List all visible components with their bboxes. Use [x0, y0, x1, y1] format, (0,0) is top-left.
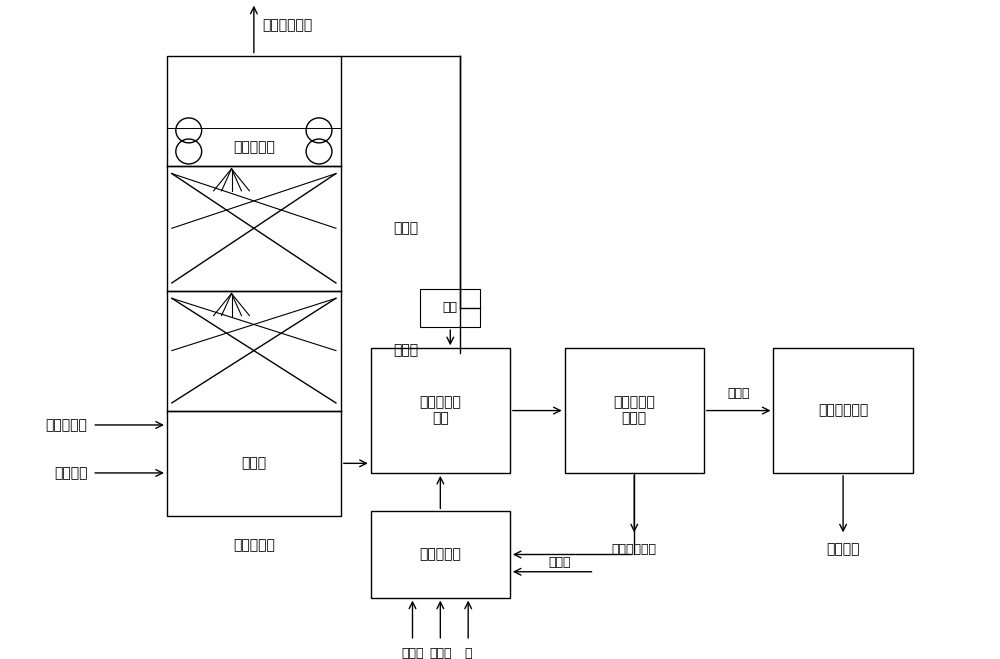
- Text: 吸收液循环
水池: 吸收液循环 水池: [419, 395, 461, 426]
- Text: 浆液层: 浆液层: [241, 456, 266, 471]
- Text: 上清液: 上清液: [727, 387, 750, 400]
- Text: 达标排放: 达标排放: [826, 543, 860, 557]
- Text: 工艺水: 工艺水: [548, 556, 571, 569]
- Bar: [167, 55, 341, 516]
- Text: 湿式吸收塔: 湿式吸收塔: [233, 538, 275, 552]
- Text: 吸附除雾层: 吸附除雾层: [233, 140, 275, 154]
- Text: 除尘后烟气: 除尘后烟气: [45, 418, 87, 432]
- Bar: [773, 348, 913, 473]
- Text: 氧化空气: 氧化空气: [54, 466, 87, 480]
- Bar: [565, 348, 704, 473]
- Text: 废水处理系统: 废水处理系统: [818, 403, 868, 418]
- Text: 填料层: 填料层: [393, 343, 418, 358]
- Text: 复合吸收液: 复合吸收液: [419, 548, 461, 561]
- Text: 添加剂: 添加剂: [429, 647, 452, 659]
- Bar: [371, 348, 510, 473]
- Text: 烟囱达标排放: 烟囱达标排放: [262, 18, 312, 32]
- Bar: [420, 289, 480, 327]
- Text: 填料层: 填料层: [393, 221, 418, 235]
- Bar: [371, 511, 510, 598]
- Text: 饱和吸收液
贵存池: 饱和吸收液 贵存池: [613, 395, 655, 426]
- Text: 络合剂: 络合剂: [401, 647, 424, 659]
- Text: 箌: 箌: [464, 647, 472, 659]
- Text: 固体废渣填埋: 固体废渣填埋: [612, 543, 657, 556]
- Text: 水泵: 水泵: [443, 301, 458, 314]
